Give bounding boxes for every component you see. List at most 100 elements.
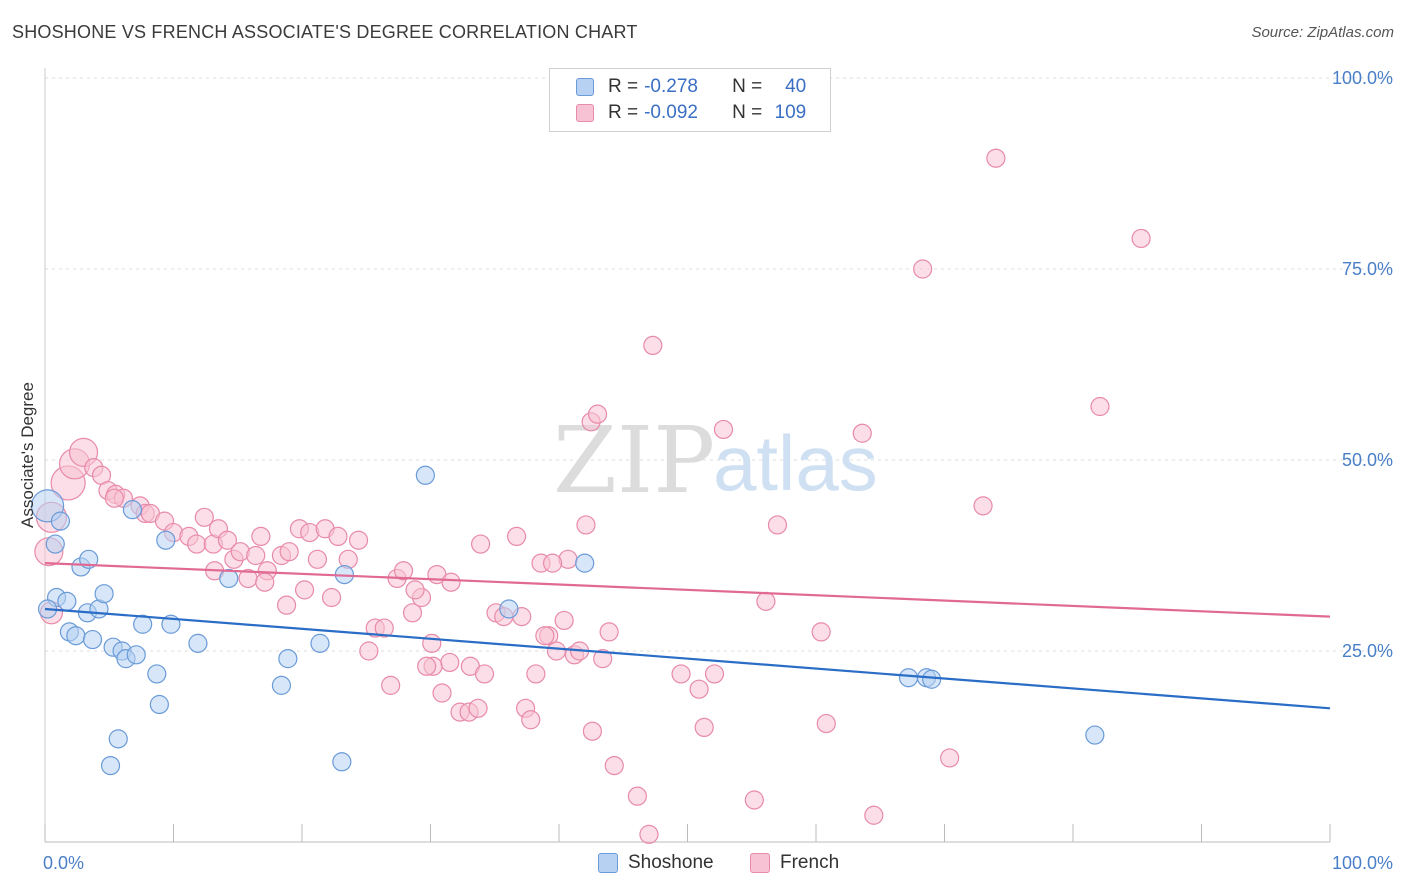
french-point xyxy=(593,649,613,669)
shoshone-point xyxy=(94,584,114,604)
french-point xyxy=(405,580,425,600)
legend-n-value: 109 xyxy=(774,102,807,123)
axes xyxy=(44,68,1331,843)
legend-r-value: -0.278 xyxy=(644,76,698,97)
french-point xyxy=(294,580,315,600)
y-tick-label: 75.0% xyxy=(1342,259,1393,279)
shoshone-trend-line xyxy=(44,607,1331,710)
french-point xyxy=(744,790,764,810)
watermark-zip: ZIP xyxy=(553,407,715,514)
x-tick-label: 100.0% xyxy=(1332,853,1393,873)
french-point xyxy=(1090,396,1110,417)
shoshone-point xyxy=(156,530,176,550)
y-tick-label: 50.0% xyxy=(1342,450,1393,470)
french-point xyxy=(417,656,437,676)
shoshone-point xyxy=(66,626,86,646)
legend-r-value: -0.092 xyxy=(644,102,698,123)
chart-title: SHOSHONE VS FRENCH ASSOCIATE'S DEGREE CO… xyxy=(12,22,638,42)
shoshone-point xyxy=(219,568,239,589)
french-point xyxy=(194,507,214,527)
shoshone-point xyxy=(415,465,435,485)
french-point xyxy=(554,610,574,631)
legend-item-shoshone[interactable]: Shoshone xyxy=(598,852,714,874)
trend-lines xyxy=(44,562,1331,710)
french-point xyxy=(187,534,207,554)
shoshone-points xyxy=(30,465,1105,776)
shoshone-point xyxy=(50,511,71,531)
french-point xyxy=(671,664,691,684)
shoshone-swatch xyxy=(598,853,618,873)
french-point xyxy=(535,626,555,646)
shoshone-point xyxy=(149,694,169,715)
legend-r-label: R = xyxy=(608,102,639,123)
french-point xyxy=(756,591,776,611)
french-point xyxy=(542,553,563,573)
french-point xyxy=(321,587,342,608)
correlation-legend: R = -0.278 N = 40 R = -0.092 N = 109 xyxy=(549,68,831,132)
french-point xyxy=(973,496,993,516)
french-point xyxy=(694,717,714,738)
legend-item-french[interactable]: French xyxy=(750,852,839,874)
shoshone-point xyxy=(1085,725,1105,745)
y-axis-title: Associate's Degree xyxy=(18,382,37,528)
french-point xyxy=(217,530,238,550)
french-point xyxy=(852,423,872,443)
legend-r-label: R = xyxy=(608,76,639,97)
french-point xyxy=(816,713,836,734)
french-point xyxy=(599,622,619,642)
french-point xyxy=(348,530,369,550)
french-point xyxy=(940,748,960,768)
french-points xyxy=(34,148,1151,844)
french-point xyxy=(276,595,297,615)
french-point xyxy=(440,652,460,673)
french-point xyxy=(986,148,1006,168)
french-point xyxy=(864,805,884,825)
shoshone-point xyxy=(499,599,519,619)
french-point xyxy=(422,633,442,653)
shoshone-point xyxy=(271,675,292,695)
french-point xyxy=(393,561,414,581)
french-point xyxy=(328,526,348,547)
french-point xyxy=(381,675,401,695)
x-tick-label: 0.0% xyxy=(43,853,84,873)
french-point xyxy=(913,259,933,279)
shoshone-point xyxy=(575,553,595,573)
shoshone-point xyxy=(133,614,153,634)
french-point xyxy=(576,515,596,535)
french-point xyxy=(713,419,734,440)
french-point xyxy=(582,721,603,741)
french-point xyxy=(432,683,452,703)
french-point xyxy=(639,824,659,844)
axis-labels: 25.0% 50.0% 75.0% 100.0% 0.0% 100.0% Associate… xyxy=(18,68,1393,873)
gridlines xyxy=(45,77,1395,652)
french-swatch xyxy=(576,104,594,122)
french-point xyxy=(604,755,624,776)
french-point xyxy=(474,664,495,684)
shoshone-point xyxy=(147,664,167,684)
french-point xyxy=(374,618,394,638)
source-label: Source: ZipAtlas.com xyxy=(1251,24,1394,41)
shoshone-point xyxy=(332,752,352,772)
french-point xyxy=(246,545,266,566)
shoshone-point xyxy=(126,645,146,665)
french-point xyxy=(587,404,608,424)
french-point xyxy=(704,664,725,684)
legend-n-value: 40 xyxy=(785,76,807,97)
french-point xyxy=(468,698,488,718)
french-point xyxy=(255,572,275,592)
french-point xyxy=(104,488,124,508)
shoshone-point xyxy=(898,668,919,688)
french-point xyxy=(1131,228,1151,249)
french-point xyxy=(521,710,541,730)
french-point xyxy=(767,515,788,535)
legend-row-french: R = -0.092 N = 109 xyxy=(576,101,806,125)
shoshone-point xyxy=(922,669,942,689)
french-trend-line xyxy=(44,562,1331,618)
french-point xyxy=(506,526,527,547)
shoshone-point xyxy=(82,629,103,650)
shoshone-point xyxy=(108,729,128,749)
french-point xyxy=(359,641,379,661)
watermark: ZIP atlas xyxy=(553,407,878,514)
french-point xyxy=(689,679,709,699)
french-point xyxy=(307,549,328,569)
